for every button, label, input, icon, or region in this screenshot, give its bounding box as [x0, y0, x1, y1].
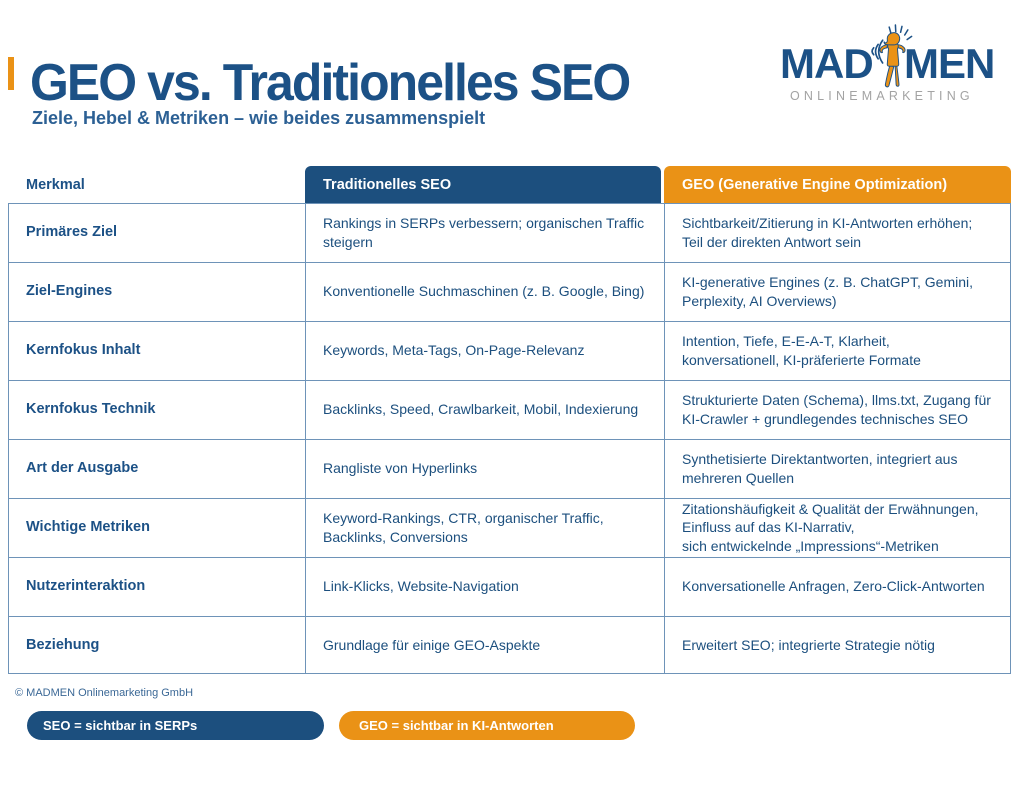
svg-text:ONLINEMARKETING: ONLINEMARKETING: [790, 89, 974, 103]
svg-text:MEN: MEN: [904, 40, 994, 87]
svg-text:MAD: MAD: [780, 40, 873, 87]
